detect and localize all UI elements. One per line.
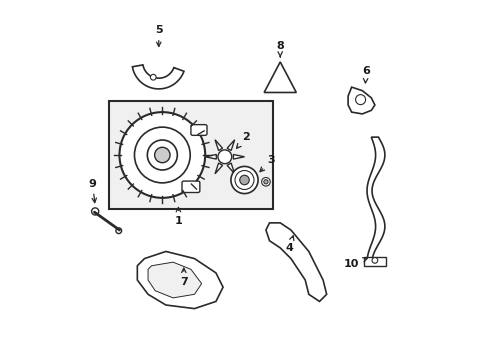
Circle shape xyxy=(235,171,253,189)
Bar xyxy=(364,257,385,266)
Text: 2: 2 xyxy=(236,132,250,148)
FancyBboxPatch shape xyxy=(182,181,200,193)
Polygon shape xyxy=(366,137,384,262)
Text: 7: 7 xyxy=(180,268,187,287)
Text: 5: 5 xyxy=(155,25,162,46)
Polygon shape xyxy=(205,154,216,159)
Polygon shape xyxy=(215,140,222,150)
Circle shape xyxy=(150,75,156,80)
Circle shape xyxy=(116,228,122,234)
Text: 6: 6 xyxy=(361,66,369,83)
FancyBboxPatch shape xyxy=(190,125,206,135)
Polygon shape xyxy=(264,62,296,93)
Text: 1: 1 xyxy=(174,207,182,226)
Text: 9: 9 xyxy=(88,179,97,203)
Circle shape xyxy=(263,180,267,184)
Circle shape xyxy=(239,175,249,185)
Bar xyxy=(108,102,272,208)
Circle shape xyxy=(147,140,177,170)
Polygon shape xyxy=(132,65,183,89)
Circle shape xyxy=(230,166,258,194)
Circle shape xyxy=(218,150,231,164)
Polygon shape xyxy=(215,163,222,174)
Circle shape xyxy=(134,127,190,183)
Text: 3: 3 xyxy=(260,156,275,172)
Polygon shape xyxy=(148,262,201,298)
Polygon shape xyxy=(233,154,244,159)
Polygon shape xyxy=(347,87,374,114)
Polygon shape xyxy=(227,140,234,150)
Circle shape xyxy=(119,112,205,198)
Text: 10: 10 xyxy=(343,258,366,269)
Polygon shape xyxy=(227,163,234,174)
Text: 8: 8 xyxy=(276,41,284,57)
Circle shape xyxy=(91,208,99,215)
Circle shape xyxy=(261,177,270,186)
Circle shape xyxy=(371,257,377,263)
Polygon shape xyxy=(137,251,223,309)
Polygon shape xyxy=(265,223,326,301)
Circle shape xyxy=(154,147,170,163)
Circle shape xyxy=(355,95,365,105)
Text: 4: 4 xyxy=(285,236,293,253)
